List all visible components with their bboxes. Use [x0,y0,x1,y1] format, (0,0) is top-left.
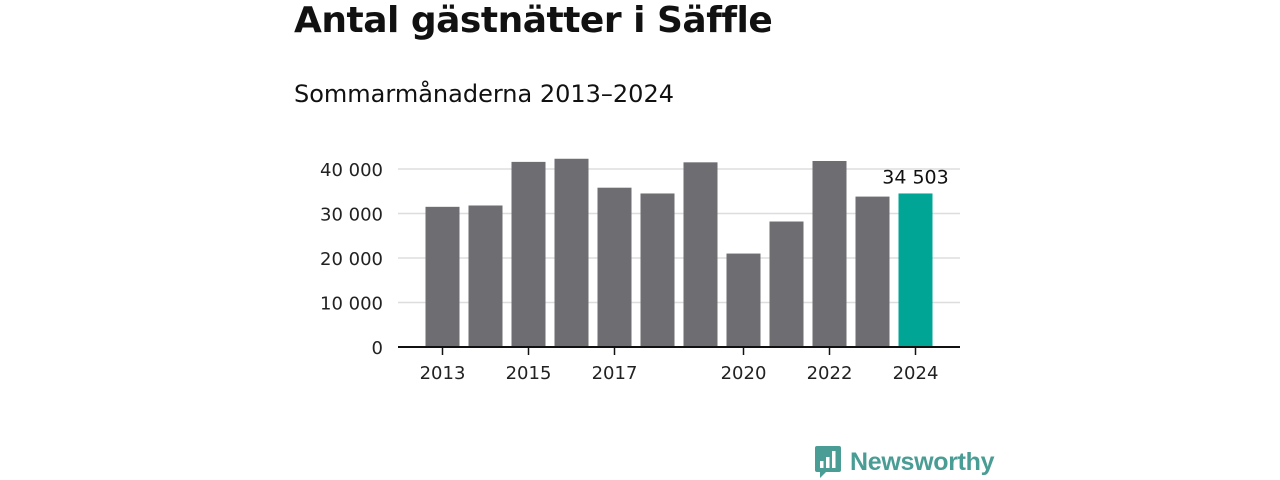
x-tick-label: 2017 [592,363,638,384]
y-tick-label: 20 000 [320,249,383,270]
newsworthy-logo: Newsworthy [814,445,995,479]
chart-bubble-icon [815,446,841,478]
bar-2019 [683,162,718,347]
bar-2020 [726,253,761,347]
bar-2016 [554,158,589,347]
x-axis-ticks: 2013 2015 2017 2020 2022 2024 [420,347,939,384]
y-tick-label: 10 000 [320,294,383,315]
bar-2023 [855,196,890,347]
data-labels: 34 503 [882,166,948,188]
chart-subtitle: Sommarmånaderna 2013–2024 [294,80,674,108]
x-tick-label: 2020 [721,363,767,384]
logo-text: Newsworthy [850,447,995,476]
bar-2024 [898,193,933,347]
bar-2014 [468,205,503,347]
bar-2018 [640,193,675,347]
x-tick-label: 2015 [506,363,552,384]
x-tick-label: 2022 [807,363,853,384]
highlight-value-label: 34 503 [882,166,948,188]
x-tick-label: 2024 [893,363,939,384]
bar-2017 [597,187,632,347]
bar-2021 [769,221,804,347]
bar-2015 [511,161,546,347]
bars [425,158,933,347]
bar-2022 [812,160,847,347]
y-tick-label: 0 [372,338,383,359]
y-tick-label: 30 000 [320,205,383,226]
y-tick-label: 40 000 [320,160,383,181]
chart-title: Antal gästnätter i Säffle [294,0,773,41]
x-tick-label: 2013 [420,363,466,384]
y-axis-ticks: 0 10 000 20 000 30 000 40 000 [320,160,383,359]
bar-2013 [425,206,460,347]
